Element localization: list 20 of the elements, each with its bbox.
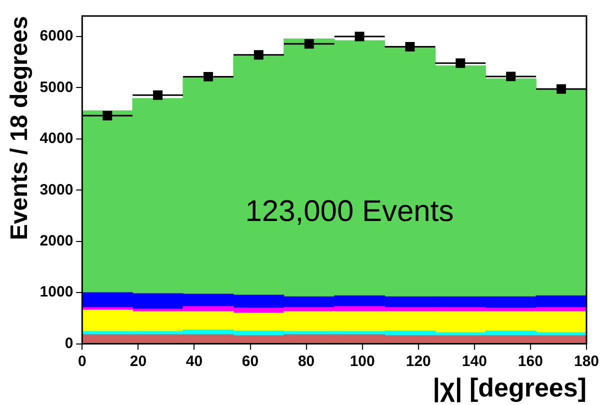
x-tick-label: 60 (242, 352, 259, 370)
y-tick-label: 6000 (40, 28, 74, 45)
x-axis-title: |χ| [degrees] (432, 372, 586, 403)
x-tick-label: 160 (518, 352, 543, 370)
x-tick-label: 120 (406, 352, 431, 370)
y-tick-label: 3000 (40, 181, 74, 198)
x-tick-label: 100 (350, 352, 375, 370)
x-tick-label: 0 (78, 352, 86, 370)
x-tick-label: 80 (298, 352, 315, 370)
x-tick-label: 140 (462, 352, 487, 370)
x-tick-label: 180 (574, 352, 599, 370)
annotation: 123,000 Events (245, 194, 454, 228)
x-tick-label: 20 (130, 352, 147, 370)
y-tick-label: 4000 (40, 130, 74, 148)
y-axis-title: Events / 18 degrees (6, 16, 34, 240)
y-tick-label: 5000 (40, 78, 74, 96)
y-tick-label: 2000 (40, 232, 74, 250)
x-tick-label: 40 (186, 352, 203, 370)
y-tick-label: 0 (64, 334, 74, 352)
y-tick-label: 1000 (40, 284, 74, 301)
